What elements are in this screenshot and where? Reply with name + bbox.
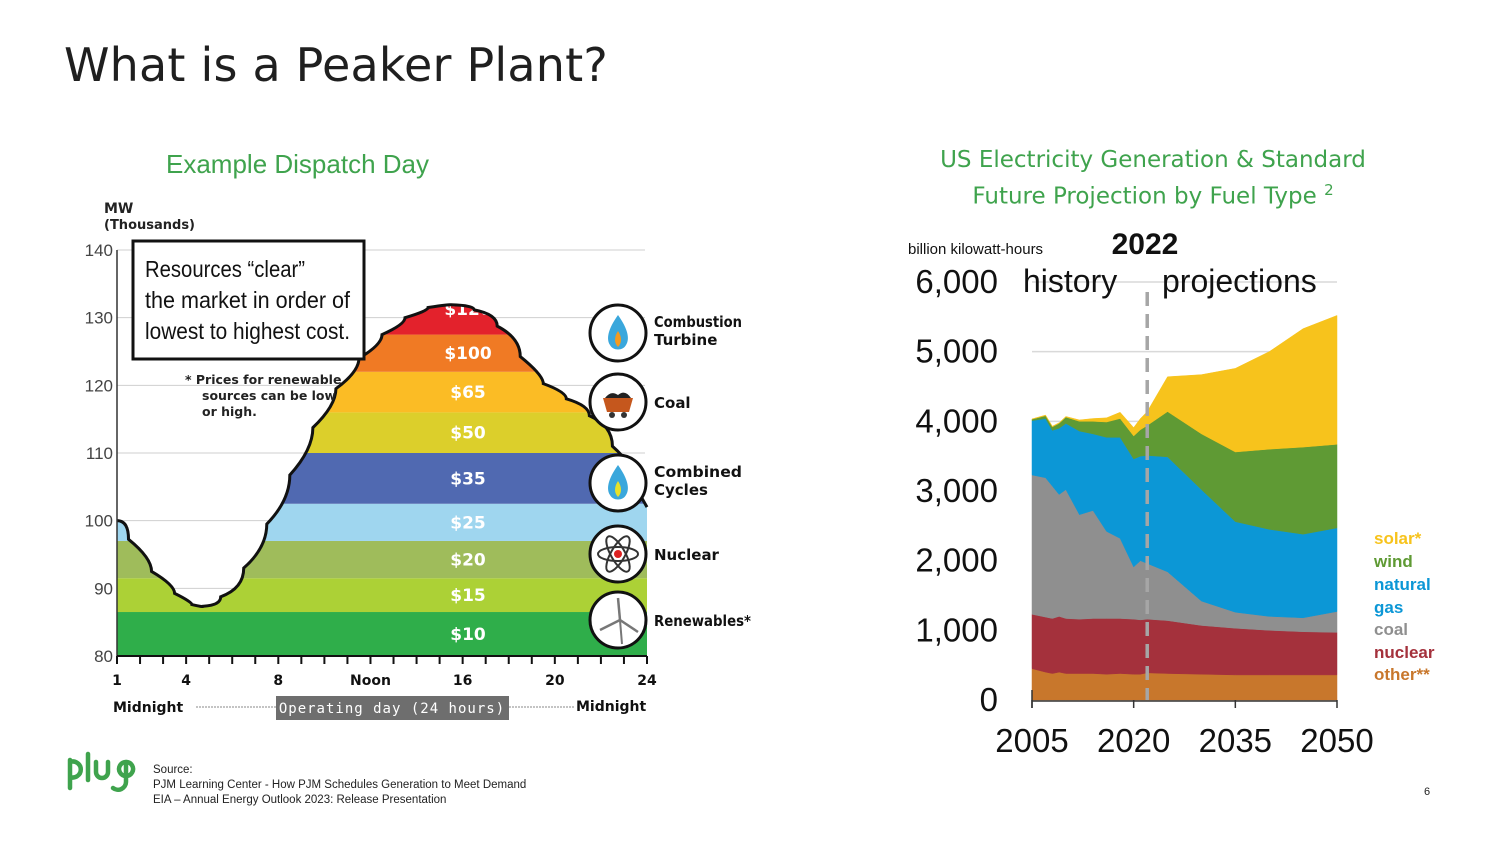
renewable-price-note: or high. xyxy=(202,404,257,419)
callout-text: lowest to highest cost. xyxy=(145,318,350,344)
legend-label-gas: gas xyxy=(1374,598,1403,617)
legend-label: Coal xyxy=(654,394,691,412)
renewable-price-note: * Prices for renewable xyxy=(185,372,341,387)
coal-cart-wheel-icon xyxy=(621,412,627,418)
legend-label: Renewables* xyxy=(654,612,751,630)
x-tick-label: Noon xyxy=(350,673,391,689)
coal-cart-wheel-icon xyxy=(609,412,615,418)
flame-inner-icon xyxy=(615,481,621,497)
price-band-label: $100 xyxy=(444,344,491,364)
projections-label: projections xyxy=(1162,263,1317,299)
x-tick-label: 16 xyxy=(453,673,472,689)
atom-orbit-icon xyxy=(597,546,639,562)
source-heading: Source: xyxy=(153,764,193,776)
legend-label-coal: coal xyxy=(1374,620,1408,639)
x-tick-label: 2035 xyxy=(1199,722,1272,759)
units-label: billion kilowatt-hours xyxy=(908,241,1043,258)
coal-pile-icon xyxy=(605,392,631,398)
y-tick-label: 3,000 xyxy=(915,472,998,509)
price-band-label: $50 xyxy=(450,424,486,444)
legend-item: Coal xyxy=(588,372,691,432)
legend-label: Cycles xyxy=(654,481,708,499)
callout-text: Resources “clear” xyxy=(145,256,305,282)
legend-label: Turbine xyxy=(654,331,717,349)
y-tick-label: 100 xyxy=(85,512,113,531)
legend-label: Combined xyxy=(654,463,742,481)
dispatch-day-chart: MW(Thousands)8090100110120130140$10$15$2… xyxy=(85,201,751,720)
dispatch-chart-title: Example Dispatch Day xyxy=(166,149,429,179)
y-tick-label: 1,000 xyxy=(915,611,998,648)
atom-orbit-icon xyxy=(605,535,631,573)
coal-cart-icon xyxy=(603,398,633,412)
legend-label-nuclear: nuclear xyxy=(1374,643,1435,662)
x-tick-label: 1 xyxy=(112,673,122,689)
legend-label: Nuclear xyxy=(654,546,720,564)
x-tick-label: 2005 xyxy=(995,722,1068,759)
legend-label-wind: wind xyxy=(1373,552,1413,571)
legend-label-natural: natural xyxy=(1374,575,1431,594)
callout-box xyxy=(131,239,366,361)
history-label: history xyxy=(1023,263,1117,299)
x-tick-label: 2020 xyxy=(1097,722,1170,759)
price-band-label: $10 xyxy=(450,625,486,645)
price-band-label: $35 xyxy=(450,469,486,489)
legend-label-other: other** xyxy=(1374,665,1430,684)
divider-year-label: 2022 xyxy=(1112,228,1179,261)
price-band-label: $15 xyxy=(450,586,486,606)
y-tick-label: 120 xyxy=(85,376,113,395)
page-number: 6 xyxy=(1424,786,1431,798)
price-band-label: $65 xyxy=(450,383,486,403)
y-tick-label: 4,000 xyxy=(915,402,998,439)
legend-label-solar: solar* xyxy=(1374,529,1422,548)
generation-chart-title: US Electricity Generation & Standard Fut… xyxy=(920,145,1386,212)
x-tick-label: 2050 xyxy=(1300,722,1373,759)
x-tick-label: 8 xyxy=(273,673,283,689)
wind-turbine-tower-icon xyxy=(619,619,623,645)
y-tick-label: 2,000 xyxy=(915,542,998,579)
wind-turbine-blade-icon xyxy=(616,597,622,621)
y-tick-label: 140 xyxy=(85,241,113,260)
price-band-label: $25 xyxy=(450,513,486,533)
generation-chart-title-line1: US Electricity Generation & Standard xyxy=(940,147,1366,173)
y-tick-label: 130 xyxy=(85,309,113,328)
callout-text: the market in order of xyxy=(145,287,351,313)
generation-chart-title-line2: Future Projection by Fuel Type xyxy=(972,183,1317,210)
y-tick-label: 5,000 xyxy=(915,333,998,370)
page-title: What is a Peaker Plant? xyxy=(64,38,608,92)
x-tick-label: 24 xyxy=(637,673,657,689)
x-tick-label: 20 xyxy=(545,673,565,689)
y-tick-label: 6,000 xyxy=(915,263,998,300)
flame-inner-icon xyxy=(615,331,621,347)
source-line-2: EIA – Annual Energy Outlook 2023: Releas… xyxy=(153,794,447,806)
source-line-1: PJM Learning Center - How PJM Schedules … xyxy=(153,779,527,791)
wind-turbine-blade-icon xyxy=(619,618,639,634)
plug-logo xyxy=(67,751,136,792)
y-tick-label: 110 xyxy=(86,444,113,463)
footnote-marker: 2 xyxy=(1324,181,1334,199)
source-notes: Source: PJM Learning Center - How PJM Sc… xyxy=(153,763,526,808)
atom-nucleus-icon xyxy=(614,550,622,558)
y-tick-label: 90 xyxy=(94,579,113,598)
x-tick-label: 4 xyxy=(181,673,191,689)
renewable-price-note: sources can be low xyxy=(202,388,337,403)
area-series xyxy=(1031,315,1338,453)
y-axis-label-units: (Thousands) xyxy=(104,218,195,233)
y-tick-label: 0 xyxy=(980,681,998,718)
x-start-label: Midnight xyxy=(113,700,184,716)
x-end-label: Midnight xyxy=(576,699,647,715)
atom-orbit-icon xyxy=(605,535,631,573)
y-axis-label: MW xyxy=(104,201,133,217)
operating-day-label: Operating day (24 hours) xyxy=(279,701,505,717)
legend-item: Renewables* xyxy=(588,590,751,650)
legend-item: Nuclear xyxy=(588,524,720,584)
legend-label: Combustion xyxy=(654,313,742,331)
price-band-label: $20 xyxy=(450,551,486,571)
wind-turbine-blade-icon xyxy=(599,618,621,632)
y-tick-label: 80 xyxy=(94,647,113,666)
price-band xyxy=(117,612,647,656)
operating-day-box xyxy=(276,696,509,720)
